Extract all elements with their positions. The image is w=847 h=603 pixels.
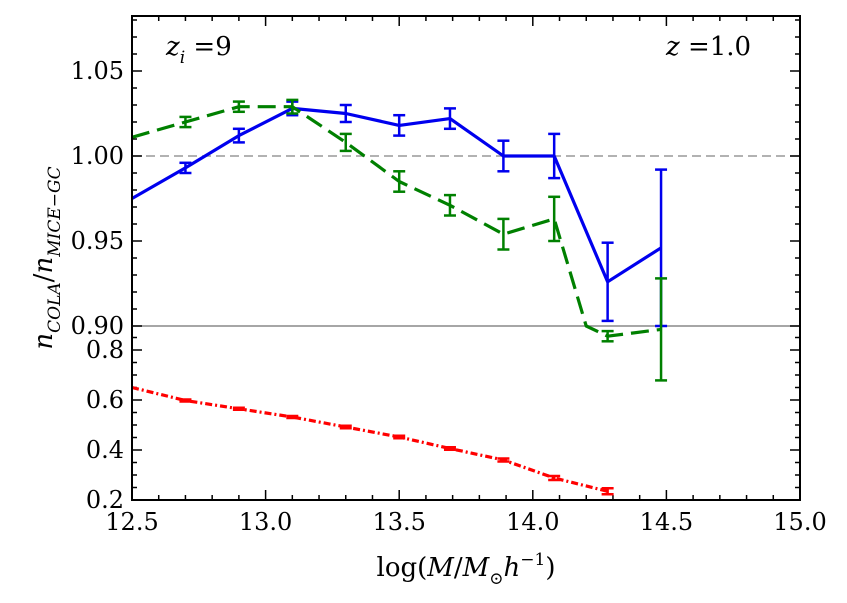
x-tick-label: 13.0 [239,508,292,536]
x-tick-label: 13.5 [372,508,425,536]
data-series [131,98,668,496]
y-tick-label-bottom: 0.6 [86,386,124,414]
x-axis-label: log(M/M⊙h−1) [377,550,556,589]
series-red-dotted [131,385,614,496]
x-tick-label: 14.0 [506,508,559,536]
y-tick-label-bottom: 0.4 [86,436,124,464]
y-axis-label: nCOLA/nMICE−GC [29,166,65,349]
y-tick-label-bottom: 0.8 [86,336,124,364]
reference-lines [132,155,800,327]
x-tick-label: 15.0 [773,508,826,536]
x-tick-label: 12.5 [105,508,158,536]
series-blue-solid [131,100,668,328]
annotation-redshift: z =1.0 [665,32,751,62]
series-green-dashed [131,98,668,382]
series-line-red-dotted [131,385,608,493]
plot-frame [131,15,801,501]
x-tick-label: 14.5 [640,508,693,536]
y-tick-label-top: 0.95 [71,227,124,255]
tick-labels: 12.5 13.0 13.5 14.0 14.5 15.0 0.90 0.95 1.00 1.05… [71,57,827,536]
series-line-green-dashed [131,105,662,338]
annotation-initial-redshift: zi =9 [165,32,232,68]
y-tick-label-top: 1.00 [71,142,124,170]
y-tick-label-top: 1.05 [71,57,124,85]
y-tick-label-bottom: 0.2 [86,486,124,514]
y-tick-label-top: 0.90 [71,312,124,340]
axis-ticks [131,16,801,501]
